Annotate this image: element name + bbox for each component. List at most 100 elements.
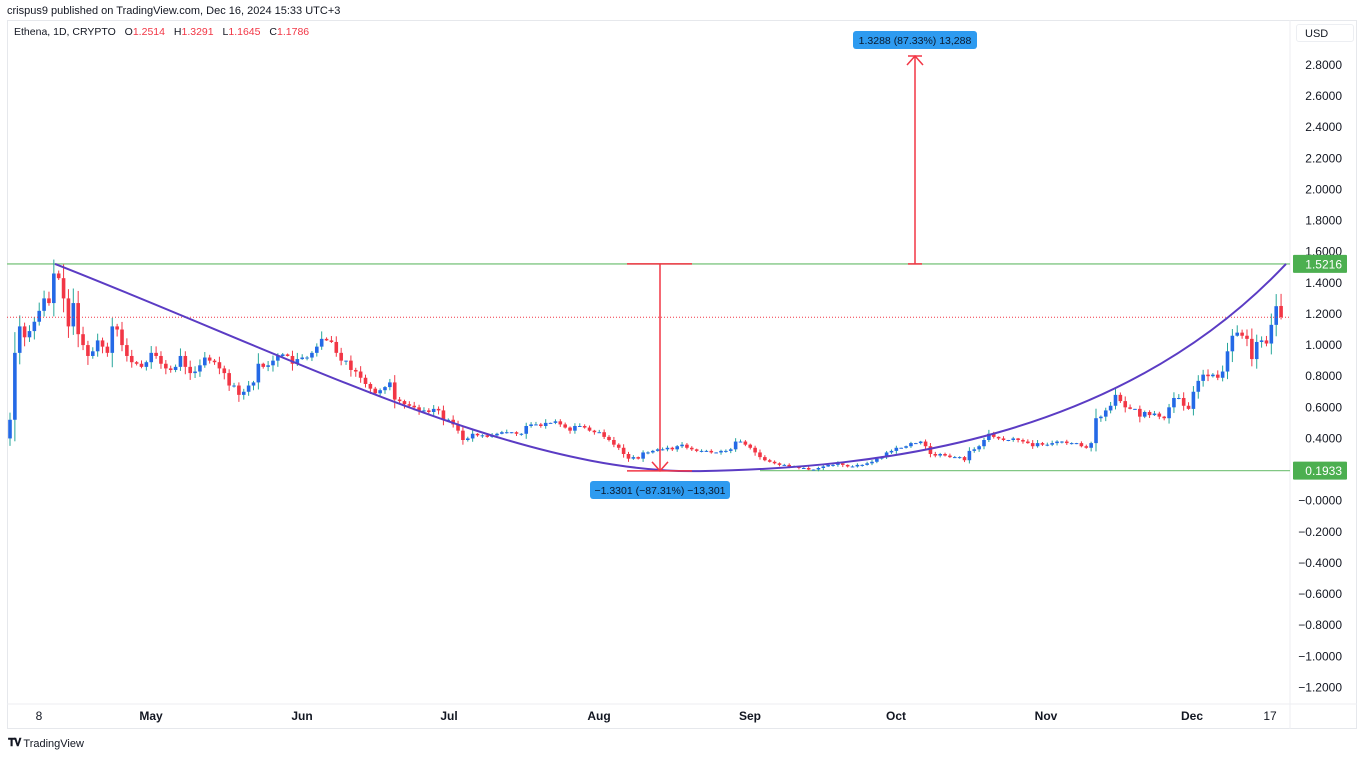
candle [539,424,543,426]
candle [1045,444,1050,446]
candle [436,408,441,411]
candle [767,460,772,462]
candle [733,441,738,450]
candle [1177,397,1181,399]
candle [972,449,977,451]
candle [558,421,563,425]
candle [1060,441,1064,443]
candle [519,433,524,435]
price-tick: 2.8000 [1305,58,1342,72]
candle [295,359,300,364]
candle [836,463,840,465]
candle [636,457,641,459]
candle [616,444,621,448]
time-tick: Dec [1181,709,1203,723]
candle [680,444,684,447]
candle [1230,335,1235,352]
candle [237,385,241,395]
candle [120,329,124,346]
chart-pane[interactable] [7,20,1357,729]
candle [962,457,967,461]
time-tick: Jun [291,709,312,723]
candle [582,425,587,428]
candle [485,435,490,437]
candle [704,450,709,452]
candle [1103,410,1108,417]
candle [914,443,918,445]
price-tick: 0.4000 [1305,431,1342,445]
high-value: 1.3291 [181,26,214,38]
candle [875,458,879,462]
candle [217,362,222,369]
candle [977,446,981,450]
candle [125,345,129,356]
candle [665,447,670,450]
candle [1181,397,1186,406]
candle [339,352,343,361]
candle [1264,340,1269,344]
candle [373,388,378,394]
candle [743,441,748,445]
candle [300,357,304,360]
candle [1274,306,1278,325]
candle [417,407,421,411]
candle [276,355,280,361]
candle [188,366,192,374]
tradingview-logo-icon: 𝐓𝐕 [8,737,21,749]
candle [1079,443,1084,447]
price-tick: 0.8000 [1305,369,1342,383]
candle [690,447,694,450]
candle [948,455,952,458]
candle [334,341,339,353]
symbol-label[interactable]: Ethena, 1D, CRYPTO [14,26,116,38]
candle [612,439,616,445]
footer-brand[interactable]: 𝐓𝐕 TradingView [8,737,84,750]
support-price-label [1293,461,1347,480]
price-tick: −0.2000 [1298,525,1342,539]
candle [641,452,645,459]
candle [392,382,397,400]
candle [709,450,714,453]
candle [470,433,475,439]
candle [758,452,762,458]
candle [178,355,183,367]
candle [427,410,431,412]
candle [241,391,246,395]
candle [1157,413,1162,417]
currency-button[interactable]: USD [1296,24,1354,42]
candle [631,457,636,459]
price-tick: −1.0000 [1298,649,1342,663]
up-measure-text: 1.3288 (87.33%) 13,288 [859,35,972,47]
candle [37,310,42,322]
candle [480,435,485,437]
candle [461,430,465,440]
candle [363,377,368,384]
candle [592,430,597,433]
candle [266,365,270,367]
candle [1235,332,1240,336]
candle [1089,443,1093,448]
time-axis-labels: 8 May Jun Jul Aug Sep Oct Nov Dec 17 [36,709,1277,723]
time-tick: Jul [440,709,457,723]
candle [422,410,426,412]
candle [280,354,285,356]
candle [884,452,889,458]
candle [1172,397,1176,408]
candle [587,427,592,431]
candle [1196,380,1201,392]
candle [42,298,46,311]
candle [1118,394,1123,402]
candle [1074,443,1079,445]
candle [139,363,144,367]
candle [675,446,679,450]
candle [987,433,991,440]
candle [232,385,236,387]
candle [319,338,324,347]
time-tick: 8 [36,709,43,723]
candle [315,346,319,353]
candle [782,464,787,466]
candle [660,449,665,451]
price-tick: 1.0000 [1305,338,1342,352]
candle [938,454,942,456]
